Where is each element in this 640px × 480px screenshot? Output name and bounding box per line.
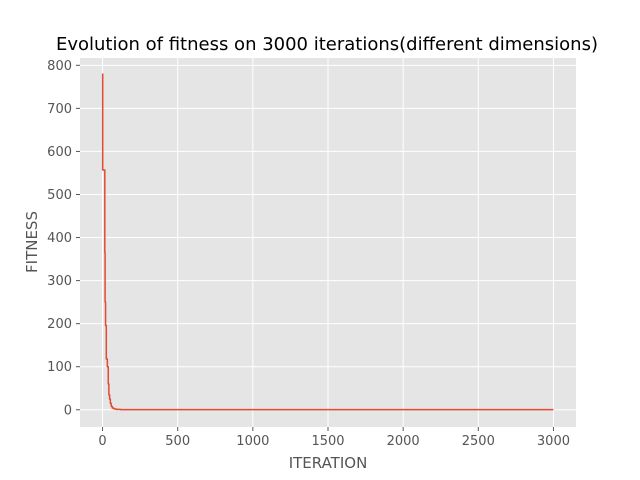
y-tick-label: 100 bbox=[47, 360, 72, 375]
y-tick-label: 500 bbox=[47, 188, 72, 203]
series-layer bbox=[101, 73, 554, 411]
x-tick-label: 0 bbox=[98, 434, 106, 449]
x-tick-label: 1500 bbox=[311, 434, 344, 449]
x-axis-label: ITERATION bbox=[289, 454, 368, 472]
y-tick-label: 800 bbox=[47, 59, 72, 74]
y-tick-label: 0 bbox=[64, 403, 72, 418]
fitness-line bbox=[101, 73, 554, 411]
x-tick-label: 3000 bbox=[537, 434, 570, 449]
y-tick-label: 700 bbox=[47, 102, 72, 117]
y-axis-ticks: 0 100 200 300 400 500 600 700 800 bbox=[47, 59, 80, 418]
y-axis-label: FITNESS bbox=[23, 211, 41, 273]
y-tick-label: 300 bbox=[47, 274, 72, 289]
chart-title: Evolution of fitness on 3000 iterations(… bbox=[56, 34, 598, 55]
x-axis-ticks: 0 500 1000 1500 2000 2500 3000 bbox=[98, 427, 570, 449]
x-tick-label: 2000 bbox=[387, 434, 420, 449]
y-tick-label: 600 bbox=[47, 145, 72, 160]
x-tick-label: 2500 bbox=[462, 434, 495, 449]
y-tick-label: 200 bbox=[47, 317, 72, 332]
x-tick-label: 1000 bbox=[236, 434, 269, 449]
y-tick-label: 400 bbox=[47, 231, 72, 246]
x-tick-label: 500 bbox=[165, 434, 190, 449]
